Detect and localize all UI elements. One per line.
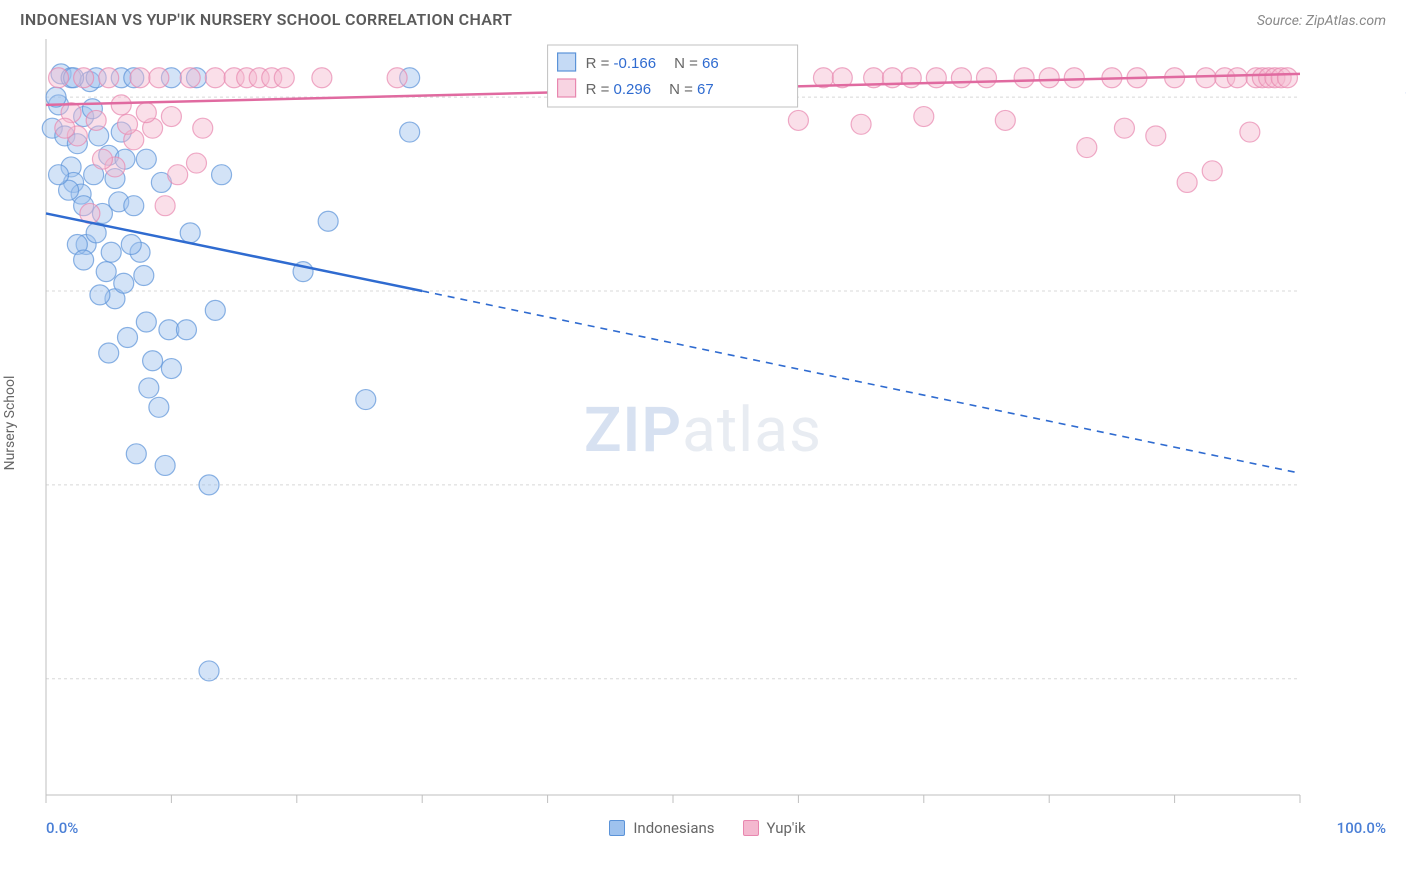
svg-text:R = 0.296N = 67: R = 0.296N = 67 <box>586 81 714 98</box>
legend-label: Indonesians <box>633 819 714 837</box>
plot-area: Nursery School R = -0.166N = 66R = 0.296… <box>20 33 1386 813</box>
chart-title: INDONESIAN VS YUP'IK NURSERY SCHOOL CORR… <box>20 10 512 29</box>
x-axis-row: 0.0% Indonesians Yup'ik 100.0% <box>0 813 1406 837</box>
source-attribution: Source: ZipAtlas.com <box>1257 13 1386 29</box>
scatter-chart: R = -0.166N = 66 R = 0.296N = 67 <box>20 33 1310 813</box>
legend-item-indonesians: Indonesians <box>609 819 714 837</box>
series-legend: Indonesians Yup'ik <box>609 819 805 837</box>
x-axis-max-label: 100.0% <box>1337 819 1386 837</box>
svg-text:R = -0.166N = 66: R = -0.166N = 66 <box>586 55 719 72</box>
source-name: ZipAtlas.com <box>1306 13 1386 29</box>
legend-swatch-icon <box>743 820 759 836</box>
y-axis-label: Nursery School <box>2 376 18 471</box>
legend-label: Yup'ik <box>767 819 806 837</box>
legend-swatch-icon <box>609 820 625 836</box>
source-label: Source: <box>1257 13 1302 29</box>
legend-item-yupik: Yup'ik <box>743 819 806 837</box>
x-axis-min-label: 0.0% <box>46 819 78 837</box>
